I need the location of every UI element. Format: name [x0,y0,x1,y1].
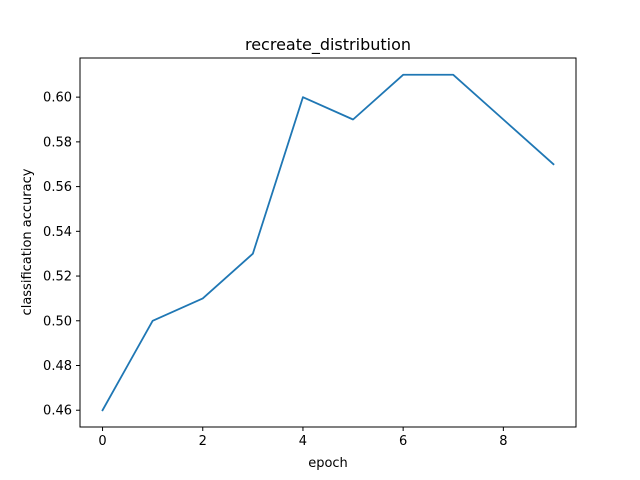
chart-title: recreate_distribution [245,35,411,55]
y-tick-label: 0.48 [43,359,72,374]
y-tick-label: 0.52 [43,270,72,285]
x-axis-label: epoch [308,456,348,471]
y-tick-label: 0.54 [43,225,72,240]
x-axis-ticks: 0 2 4 6 8 [98,427,507,449]
y-tick-label: 0.50 [43,314,72,329]
series-line [101,73,555,412]
y-axis-label: classification accuracy [20,168,35,315]
y-axis-ticks: 0.46 0.48 0.50 0.52 0.54 0.56 0.58 0.60 [43,91,80,419]
x-tick-label: 4 [299,434,307,449]
y-tick-label: 0.46 [43,404,72,419]
series-layer [101,73,555,412]
x-tick-label: 2 [199,434,207,449]
x-tick-label: 6 [399,434,407,449]
y-tick-label: 0.58 [43,135,72,150]
x-tick-label: 0 [98,434,106,449]
x-tick-label: 8 [499,434,507,449]
y-tick-label: 0.60 [43,91,72,106]
y-tick-label: 0.56 [43,180,72,195]
plot-frame [79,57,577,428]
